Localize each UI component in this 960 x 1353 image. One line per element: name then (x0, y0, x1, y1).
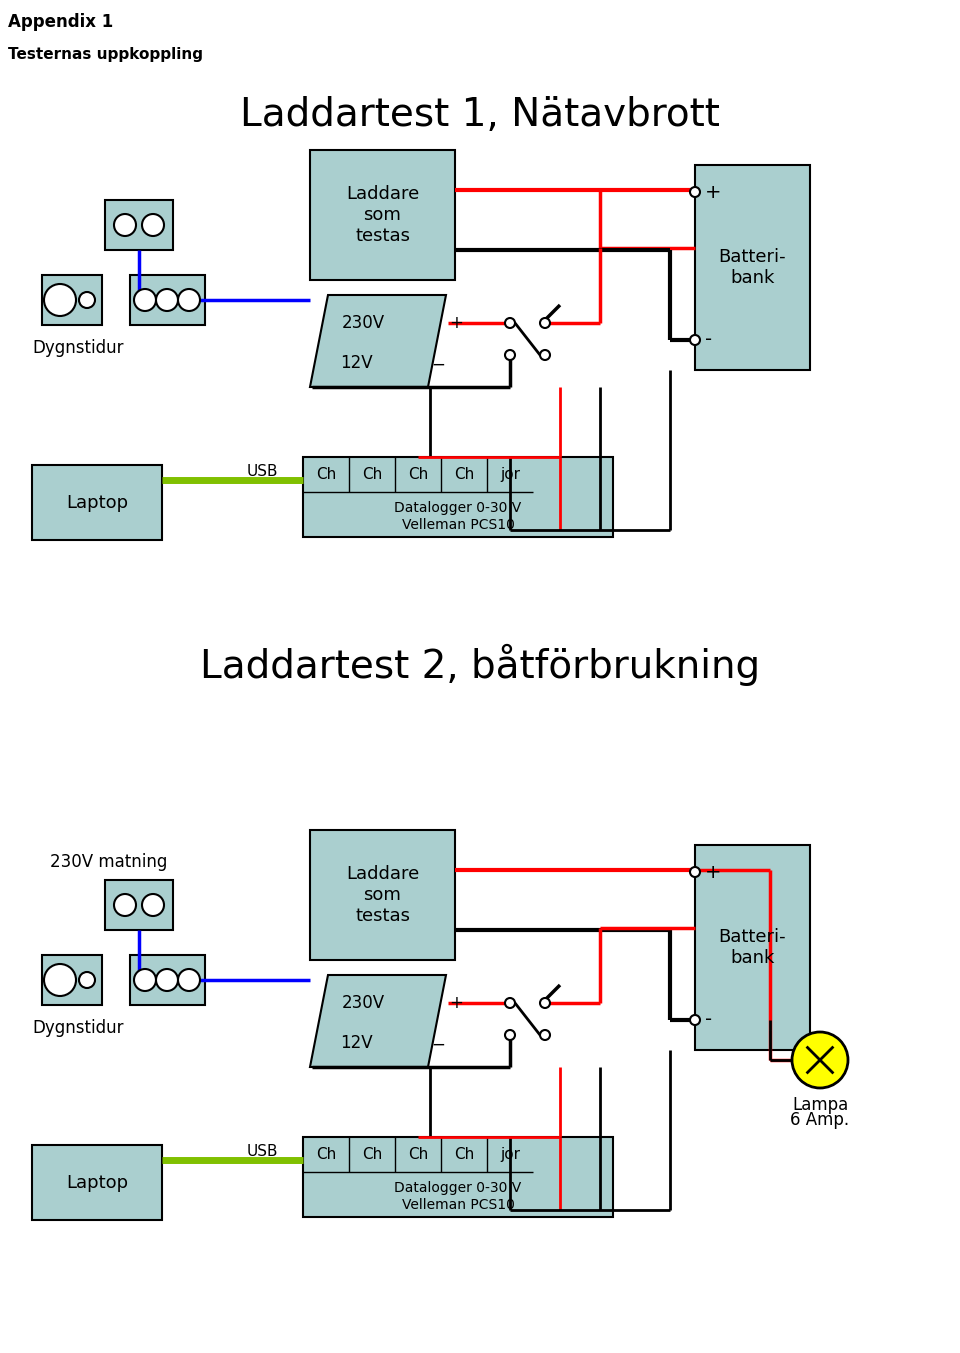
Circle shape (134, 969, 156, 990)
Circle shape (690, 867, 700, 877)
Text: Ch: Ch (316, 1147, 336, 1162)
Text: Ch: Ch (454, 467, 474, 482)
Text: Ch: Ch (408, 1147, 428, 1162)
Circle shape (114, 214, 136, 235)
Circle shape (156, 969, 178, 990)
Circle shape (156, 290, 178, 311)
Text: Laptop: Laptop (66, 1173, 128, 1192)
Text: USB: USB (247, 1145, 278, 1160)
Text: Velleman PCS10: Velleman PCS10 (401, 518, 515, 532)
Circle shape (505, 1030, 515, 1040)
Bar (310, 150, 455, 280)
Bar (303, 1137, 613, 1216)
Text: Batteri-
bank: Batteri- bank (719, 928, 786, 967)
Circle shape (79, 292, 95, 308)
Text: USB: USB (247, 464, 278, 479)
Text: +: + (449, 314, 463, 331)
Text: Laddartest 1, Nätavbrott: Laddartest 1, Nätavbrott (240, 96, 720, 134)
Text: Ch: Ch (316, 467, 336, 482)
Circle shape (178, 290, 200, 311)
Text: Ch: Ch (454, 1147, 474, 1162)
Text: 230V matning: 230V matning (50, 852, 167, 871)
Text: Lampa: Lampa (792, 1096, 848, 1114)
Bar (695, 846, 810, 1050)
Bar (32, 1145, 162, 1220)
Circle shape (44, 963, 76, 996)
Text: -: - (705, 330, 712, 349)
Text: Dygnstidur: Dygnstidur (33, 340, 124, 357)
Text: Velleman PCS10: Velleman PCS10 (401, 1197, 515, 1212)
Text: Laddare
som
testas: Laddare som testas (346, 185, 420, 245)
Text: jor: jor (500, 467, 520, 482)
Circle shape (142, 214, 164, 235)
Circle shape (134, 290, 156, 311)
Circle shape (114, 894, 136, 916)
Text: 6 Amp.: 6 Amp. (790, 1111, 850, 1128)
Bar (42, 955, 102, 1005)
Polygon shape (310, 295, 446, 387)
Text: 230V: 230V (342, 314, 385, 331)
Circle shape (505, 999, 515, 1008)
Circle shape (540, 1030, 550, 1040)
Bar (42, 275, 102, 325)
Circle shape (690, 336, 700, 345)
Text: Dygnstidur: Dygnstidur (33, 1019, 124, 1036)
Text: 230V: 230V (342, 994, 385, 1012)
Text: Ch: Ch (408, 467, 428, 482)
Bar (303, 457, 613, 537)
Circle shape (690, 187, 700, 198)
Circle shape (142, 894, 164, 916)
Circle shape (540, 350, 550, 360)
Text: +: + (449, 994, 463, 1012)
Text: Batteri-
bank: Batteri- bank (719, 248, 786, 287)
Bar (130, 275, 205, 325)
Circle shape (79, 971, 95, 988)
Text: Datalogger 0-30 V: Datalogger 0-30 V (395, 501, 521, 515)
Circle shape (540, 318, 550, 327)
Circle shape (792, 1032, 848, 1088)
Circle shape (505, 350, 515, 360)
Text: Appendix 1: Appendix 1 (8, 14, 113, 31)
Text: Laptop: Laptop (66, 494, 128, 511)
Circle shape (505, 318, 515, 327)
Text: Laddare
som
testas: Laddare som testas (346, 865, 420, 925)
Bar (695, 165, 810, 369)
Bar (105, 200, 173, 250)
Bar (130, 955, 205, 1005)
Text: −: − (431, 1036, 444, 1054)
Circle shape (690, 1015, 700, 1026)
Circle shape (44, 284, 76, 317)
Text: Testernas uppkoppling: Testernas uppkoppling (8, 47, 203, 62)
Text: Ch: Ch (362, 467, 382, 482)
Bar (32, 465, 162, 540)
Text: +: + (705, 862, 722, 882)
Text: +: + (705, 183, 722, 202)
Text: Laddartest 2, båtförbrukning: Laddartest 2, båtförbrukning (200, 644, 760, 686)
Circle shape (178, 969, 200, 990)
Text: Ch: Ch (362, 1147, 382, 1162)
Bar (105, 879, 173, 930)
Text: jor: jor (500, 1147, 520, 1162)
Text: Datalogger 0-30 V: Datalogger 0-30 V (395, 1181, 521, 1195)
Text: 12V: 12V (340, 354, 372, 372)
Bar (310, 829, 455, 961)
Text: −: − (431, 356, 444, 373)
Text: 12V: 12V (340, 1034, 372, 1053)
Text: -: - (705, 1011, 712, 1030)
Polygon shape (310, 976, 446, 1068)
Circle shape (540, 999, 550, 1008)
